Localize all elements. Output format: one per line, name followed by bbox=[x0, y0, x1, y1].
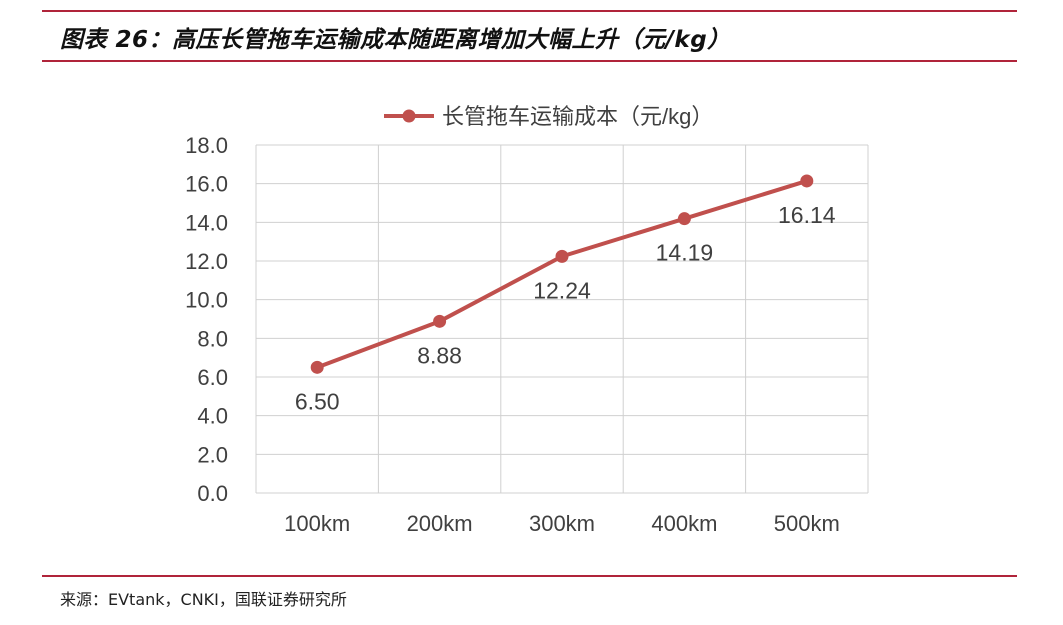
y-tick-label: 4.0 bbox=[197, 404, 228, 429]
y-tick-label: 18.0 bbox=[185, 133, 228, 158]
y-tick-label: 0.0 bbox=[197, 481, 228, 506]
data-value-label: 6.50 bbox=[295, 388, 340, 414]
data-value-label: 16.14 bbox=[778, 202, 836, 228]
y-tick-label: 12.0 bbox=[185, 249, 228, 274]
x-category-label: 500km bbox=[774, 511, 840, 536]
data-point-marker bbox=[310, 360, 324, 374]
source-note: 来源：EVtank，CNKI，国联证券研究所 bbox=[60, 590, 347, 609]
y-tick-label: 14.0 bbox=[185, 210, 228, 235]
data-point-marker bbox=[800, 174, 814, 188]
data-labels: 6.50 8.88 12.24 14.19 16.14 bbox=[295, 202, 836, 414]
x-category-label: 300km bbox=[529, 511, 595, 536]
grid-lines bbox=[255, 144, 869, 494]
footer-rule bbox=[42, 575, 1017, 577]
y-tick-label: 2.0 bbox=[197, 442, 228, 467]
title-top-rule bbox=[42, 10, 1017, 12]
chart-legend: 长管拖车运输成本（元/kg） bbox=[384, 104, 713, 129]
data-value-label: 12.24 bbox=[533, 277, 591, 303]
x-category-label: 100km bbox=[284, 511, 350, 536]
legend-label: 长管拖车运输成本（元/kg） bbox=[442, 104, 713, 129]
series-line bbox=[316, 179, 808, 370]
data-point-marker bbox=[555, 249, 569, 263]
y-axis-ticks: 0.0 2.0 4.0 6.0 8.0 10.0 12.0 14.0 16.0 18.0 bbox=[185, 133, 228, 506]
series-group bbox=[310, 174, 814, 374]
x-category-label: 400km bbox=[651, 511, 717, 536]
data-value-label: 8.88 bbox=[417, 342, 462, 368]
data-point-marker bbox=[677, 212, 691, 226]
y-tick-label: 16.0 bbox=[185, 172, 228, 197]
figure-title: 图表 26：高压长管拖车运输成本随距离增加大幅上升（元/kg） bbox=[60, 27, 731, 53]
data-point-marker bbox=[433, 314, 447, 328]
x-axis-categories: 100km 200km 300km 400km 500km bbox=[284, 511, 840, 536]
y-tick-label: 10.0 bbox=[185, 288, 228, 313]
y-tick-label: 8.0 bbox=[197, 326, 228, 351]
data-value-label: 14.19 bbox=[656, 240, 714, 266]
legend-marker-swatch bbox=[402, 109, 416, 123]
title-bottom-rule bbox=[42, 60, 1017, 62]
x-category-label: 200km bbox=[407, 511, 473, 536]
y-tick-label: 6.0 bbox=[197, 365, 228, 390]
